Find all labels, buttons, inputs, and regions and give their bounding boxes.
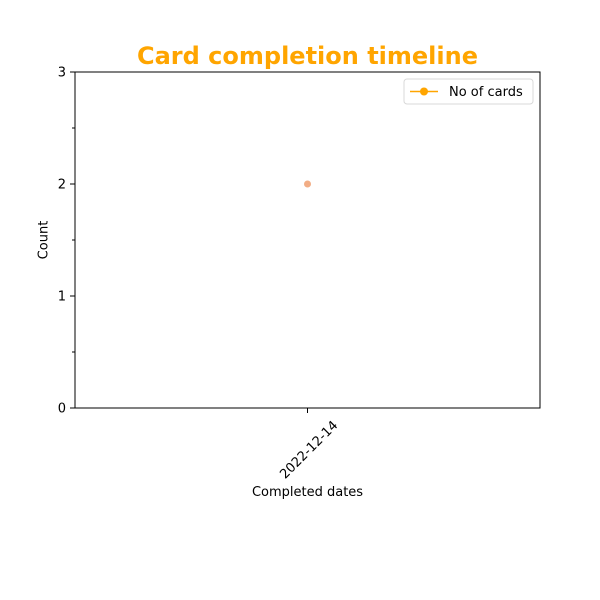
legend-label-no-of-cards: No of cards	[449, 85, 523, 100]
y-tick-label: 3	[58, 66, 66, 81]
legend-marker-swatch	[420, 87, 428, 96]
data-point	[304, 180, 311, 188]
y-tick-label: 2	[58, 178, 66, 193]
series-layer	[304, 180, 311, 188]
y-axis-label: Count	[37, 221, 52, 260]
y-tick-label: 1	[58, 290, 66, 305]
legend-box	[403, 78, 534, 105]
y-tick-label: 0	[58, 402, 66, 417]
x-axis-label: Completed dates	[252, 485, 363, 500]
chart-title: Card completion timeline	[137, 42, 478, 70]
legend: No of cards	[403, 78, 534, 105]
y-axis: 0 1 2 3	[58, 66, 75, 417]
